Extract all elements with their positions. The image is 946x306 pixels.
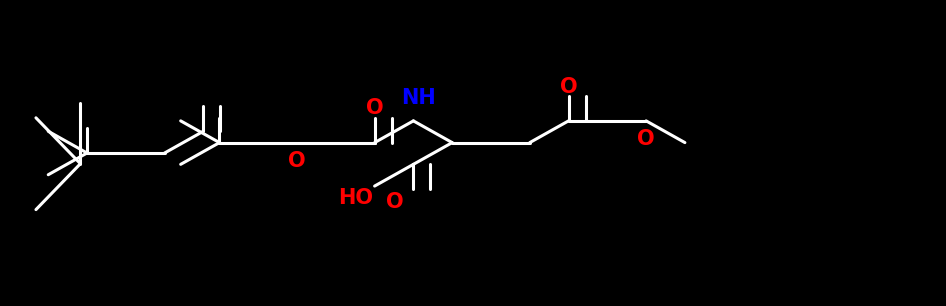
Text: O: O [638,129,655,149]
Text: O: O [289,151,306,171]
Text: O: O [366,98,383,118]
Text: HO: HO [339,188,373,208]
Text: O: O [386,192,403,212]
Text: O: O [560,76,577,97]
Text: NH: NH [401,88,435,108]
